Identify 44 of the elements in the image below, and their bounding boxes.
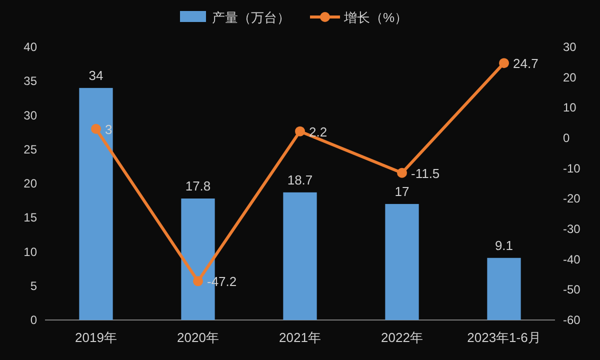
- y-tick-label: 0: [30, 313, 38, 327]
- y2-tick-label: 30: [563, 40, 577, 54]
- data-label: 17: [394, 184, 410, 199]
- legend-label: 产量（万台）: [212, 10, 290, 25]
- point: [91, 124, 101, 134]
- data-label: 9.1: [494, 238, 514, 253]
- legend-label: 增长（%）: [343, 10, 408, 25]
- y-tick-label: 15: [24, 210, 38, 225]
- data-label: 34: [88, 68, 104, 83]
- x-tick-label: 2019年: [75, 330, 117, 345]
- data-label: 2.2: [309, 124, 328, 140]
- point: [193, 276, 203, 286]
- point: [397, 168, 407, 178]
- y-tick-label: 35: [24, 74, 38, 88]
- y2-tick-label: -20: [563, 192, 581, 206]
- y2-tick-label: 20: [563, 70, 577, 84]
- data-label: 24.7: [513, 56, 538, 72]
- data-label: 17.8: [185, 178, 211, 194]
- y2-tick-label: -40: [563, 252, 581, 266]
- point: [295, 126, 305, 136]
- y-tick-label: 5: [30, 278, 38, 293]
- y-tick-label: 25: [24, 142, 38, 156]
- y2-tick-label: 10: [563, 100, 577, 115]
- bar: [385, 204, 419, 320]
- y-tick-label: 30: [24, 108, 38, 122]
- data-label: 18.7: [287, 172, 313, 188]
- x-tick-label: 2023年1-6月: [467, 330, 541, 345]
- y2-tick-label: -10: [563, 161, 581, 176]
- data-label: -11.5: [411, 166, 440, 181]
- data-label: 3: [105, 122, 112, 137]
- y2-tick-label: -60: [563, 313, 581, 327]
- y-tick-label: 10: [24, 244, 38, 259]
- y-tick-label: 20: [24, 176, 38, 190]
- point: [499, 58, 509, 68]
- y-tick-label: 40: [24, 40, 38, 54]
- bar: [283, 192, 317, 320]
- bar: [79, 88, 113, 320]
- x-tick-label: 2021年: [279, 330, 321, 345]
- y2-tick-label: 0: [563, 131, 570, 145]
- bar: [487, 258, 521, 320]
- y2-tick-label: -50: [563, 282, 581, 297]
- x-tick-label: 2022年: [381, 330, 423, 345]
- x-tick-label: 2020年: [177, 330, 219, 345]
- y2-tick-label: -30: [563, 222, 581, 236]
